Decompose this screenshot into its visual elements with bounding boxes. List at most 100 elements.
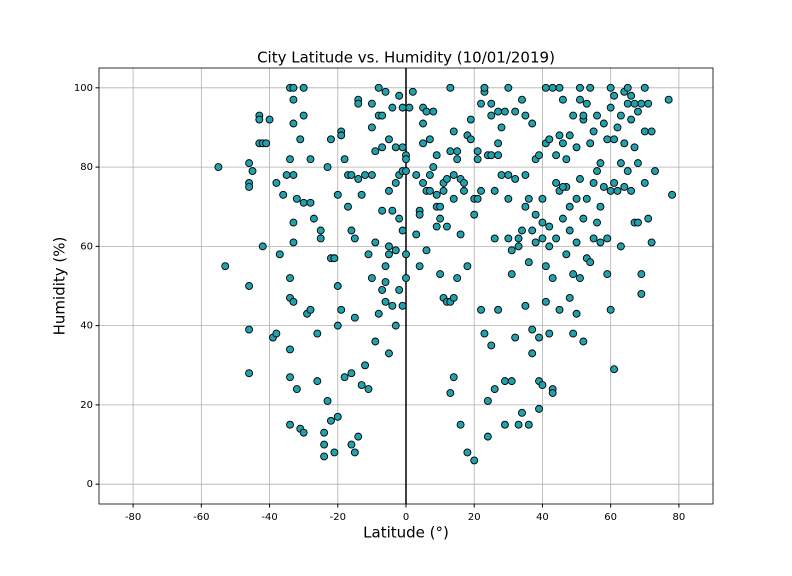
x-tick-label: -20 xyxy=(330,512,346,523)
point xyxy=(596,238,605,247)
point xyxy=(364,250,373,259)
point xyxy=(456,230,465,239)
point xyxy=(589,178,598,187)
point xyxy=(391,178,400,187)
point xyxy=(449,293,458,302)
point xyxy=(463,448,472,457)
point xyxy=(292,385,301,394)
point xyxy=(555,83,564,92)
point xyxy=(668,190,677,199)
point xyxy=(333,321,342,330)
point xyxy=(490,234,499,243)
point xyxy=(579,111,588,120)
point xyxy=(473,155,482,164)
point xyxy=(350,313,359,322)
point xyxy=(449,194,458,203)
point xyxy=(316,226,325,235)
point xyxy=(627,91,636,100)
point xyxy=(333,282,342,290)
point xyxy=(384,135,393,144)
point xyxy=(391,246,400,255)
point xyxy=(535,151,543,160)
point xyxy=(623,83,632,92)
point xyxy=(572,194,581,203)
point xyxy=(292,194,301,203)
point xyxy=(395,91,404,100)
point xyxy=(272,178,281,187)
point xyxy=(640,127,649,136)
point xyxy=(286,373,294,382)
point xyxy=(664,95,673,104)
point xyxy=(518,95,526,104)
point xyxy=(528,226,537,235)
point xyxy=(388,206,397,215)
point xyxy=(333,412,342,421)
point xyxy=(415,262,424,271)
point xyxy=(521,171,530,179)
point xyxy=(630,99,639,108)
point xyxy=(299,198,308,207)
point xyxy=(524,420,533,429)
point xyxy=(576,95,584,104)
point xyxy=(518,226,526,235)
x-tick-label: 60 xyxy=(604,512,617,523)
point xyxy=(569,270,578,279)
point xyxy=(350,448,359,457)
point xyxy=(541,262,550,271)
point xyxy=(610,178,619,187)
point xyxy=(606,83,615,92)
point xyxy=(289,83,298,92)
point xyxy=(627,186,636,195)
point xyxy=(558,95,567,104)
point xyxy=(606,103,615,112)
point xyxy=(552,234,561,243)
point xyxy=(483,432,492,441)
point xyxy=(337,131,346,140)
y-tick-label: 40 xyxy=(80,321,93,332)
point xyxy=(357,190,366,199)
point xyxy=(521,301,530,310)
point xyxy=(572,238,581,247)
point xyxy=(466,135,475,144)
point xyxy=(511,175,520,183)
point xyxy=(552,151,561,160)
point xyxy=(535,333,543,342)
point xyxy=(446,83,455,92)
point xyxy=(487,99,496,108)
point xyxy=(634,218,642,227)
point xyxy=(286,155,294,164)
point xyxy=(272,329,281,338)
point xyxy=(381,87,390,96)
point xyxy=(603,135,612,144)
point xyxy=(548,389,557,397)
point xyxy=(528,325,537,334)
point xyxy=(487,341,496,350)
point xyxy=(286,420,294,429)
point xyxy=(299,428,308,437)
point xyxy=(538,194,547,203)
point xyxy=(214,163,223,172)
point xyxy=(599,119,608,128)
point xyxy=(361,361,370,370)
point xyxy=(634,159,642,168)
point xyxy=(647,127,656,136)
point xyxy=(565,202,574,211)
point xyxy=(500,420,509,429)
point xyxy=(627,115,636,124)
point xyxy=(347,440,356,449)
point xyxy=(637,270,646,279)
point xyxy=(640,178,649,187)
point xyxy=(538,218,547,227)
point xyxy=(480,329,489,338)
point xyxy=(620,182,629,191)
point xyxy=(637,99,646,108)
y-tick-label: 100 xyxy=(74,83,93,94)
point xyxy=(245,159,254,168)
chart-title: City Latitude vs. Humidity (10/01/2019) xyxy=(257,49,555,67)
point xyxy=(630,143,639,152)
point xyxy=(374,83,383,92)
point xyxy=(378,143,387,152)
point xyxy=(398,143,407,152)
point xyxy=(289,171,298,179)
point xyxy=(589,127,598,136)
